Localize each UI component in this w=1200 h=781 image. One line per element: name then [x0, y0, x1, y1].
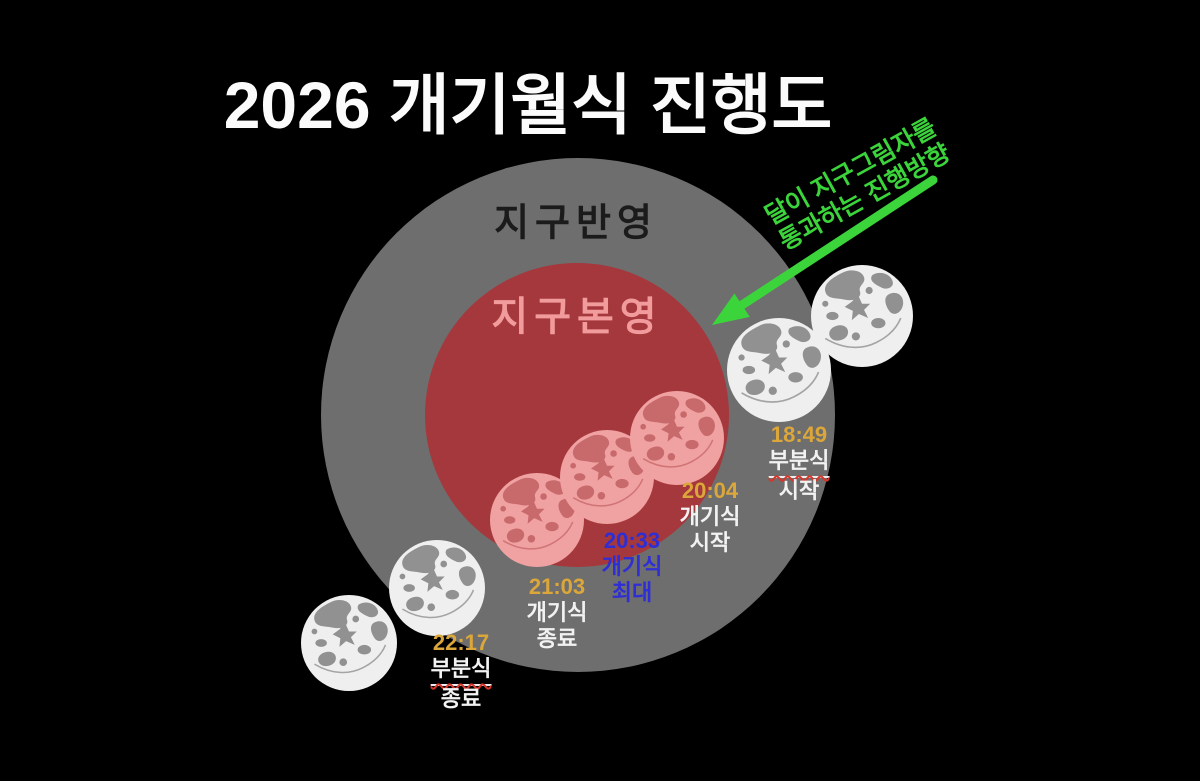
- moon-full-after-eclipse: [301, 595, 397, 691]
- moon-full-before-eclipse: [811, 265, 913, 367]
- stage-line: 부분식: [768, 448, 830, 478]
- penumbra-label: 지구반영: [494, 202, 658, 245]
- moon-partial-eclipse-end: [389, 540, 485, 636]
- stage-line: 종료: [527, 626, 588, 652]
- moon-total-eclipse-start: [630, 391, 724, 485]
- stage-line: 종료: [431, 686, 492, 712]
- stage-line-text: 시작: [689, 530, 731, 555]
- stage-time: 20:33: [603, 528, 661, 553]
- page-title: 2026 개기월식 진행도: [223, 68, 833, 142]
- stage-line-text: 부분식: [768, 448, 830, 478]
- stage-time: 21:03: [528, 574, 586, 599]
- stage-line: 개기식: [527, 600, 588, 626]
- stage-time: 22:17: [432, 630, 490, 655]
- stage-line: 최대: [602, 580, 663, 606]
- stage-time: 18:49: [770, 422, 828, 447]
- stage-line: 시작: [769, 478, 830, 504]
- stage-line: 개기식: [602, 554, 663, 580]
- stage-label-total-eclipse-start: 20:04 개기식 시작: [680, 478, 741, 556]
- stage-line-text: 부분식: [430, 656, 492, 686]
- stage-line-text: 시작: [778, 478, 820, 503]
- stage-label-partial-eclipse-start: 18:49 부분식 시작: [768, 422, 830, 504]
- direction-arrow: [712, 175, 938, 325]
- stage-line: 부분식: [430, 656, 492, 686]
- stage-line: 시작: [680, 530, 741, 556]
- stage-label-partial-eclipse-end: 22:17 부분식 종료: [430, 630, 492, 712]
- stage-line-text: 개기식: [526, 600, 588, 625]
- stage-line: 개기식: [680, 504, 741, 530]
- stage-line-text: 종료: [536, 626, 578, 651]
- stage-label-total-eclipse-end: 21:03 개기식 종료: [527, 574, 588, 652]
- stage-line-text: 개기식: [601, 554, 663, 579]
- stage-line-text: 최대: [611, 580, 653, 605]
- stage-line-text: 종료: [440, 686, 482, 711]
- stage-time: 20:04: [681, 478, 739, 503]
- stage-label-total-eclipse-max: 20:33 개기식 최대: [602, 528, 663, 606]
- stage-line-text: 개기식: [679, 504, 741, 529]
- umbra-label: 지구본영: [491, 295, 663, 339]
